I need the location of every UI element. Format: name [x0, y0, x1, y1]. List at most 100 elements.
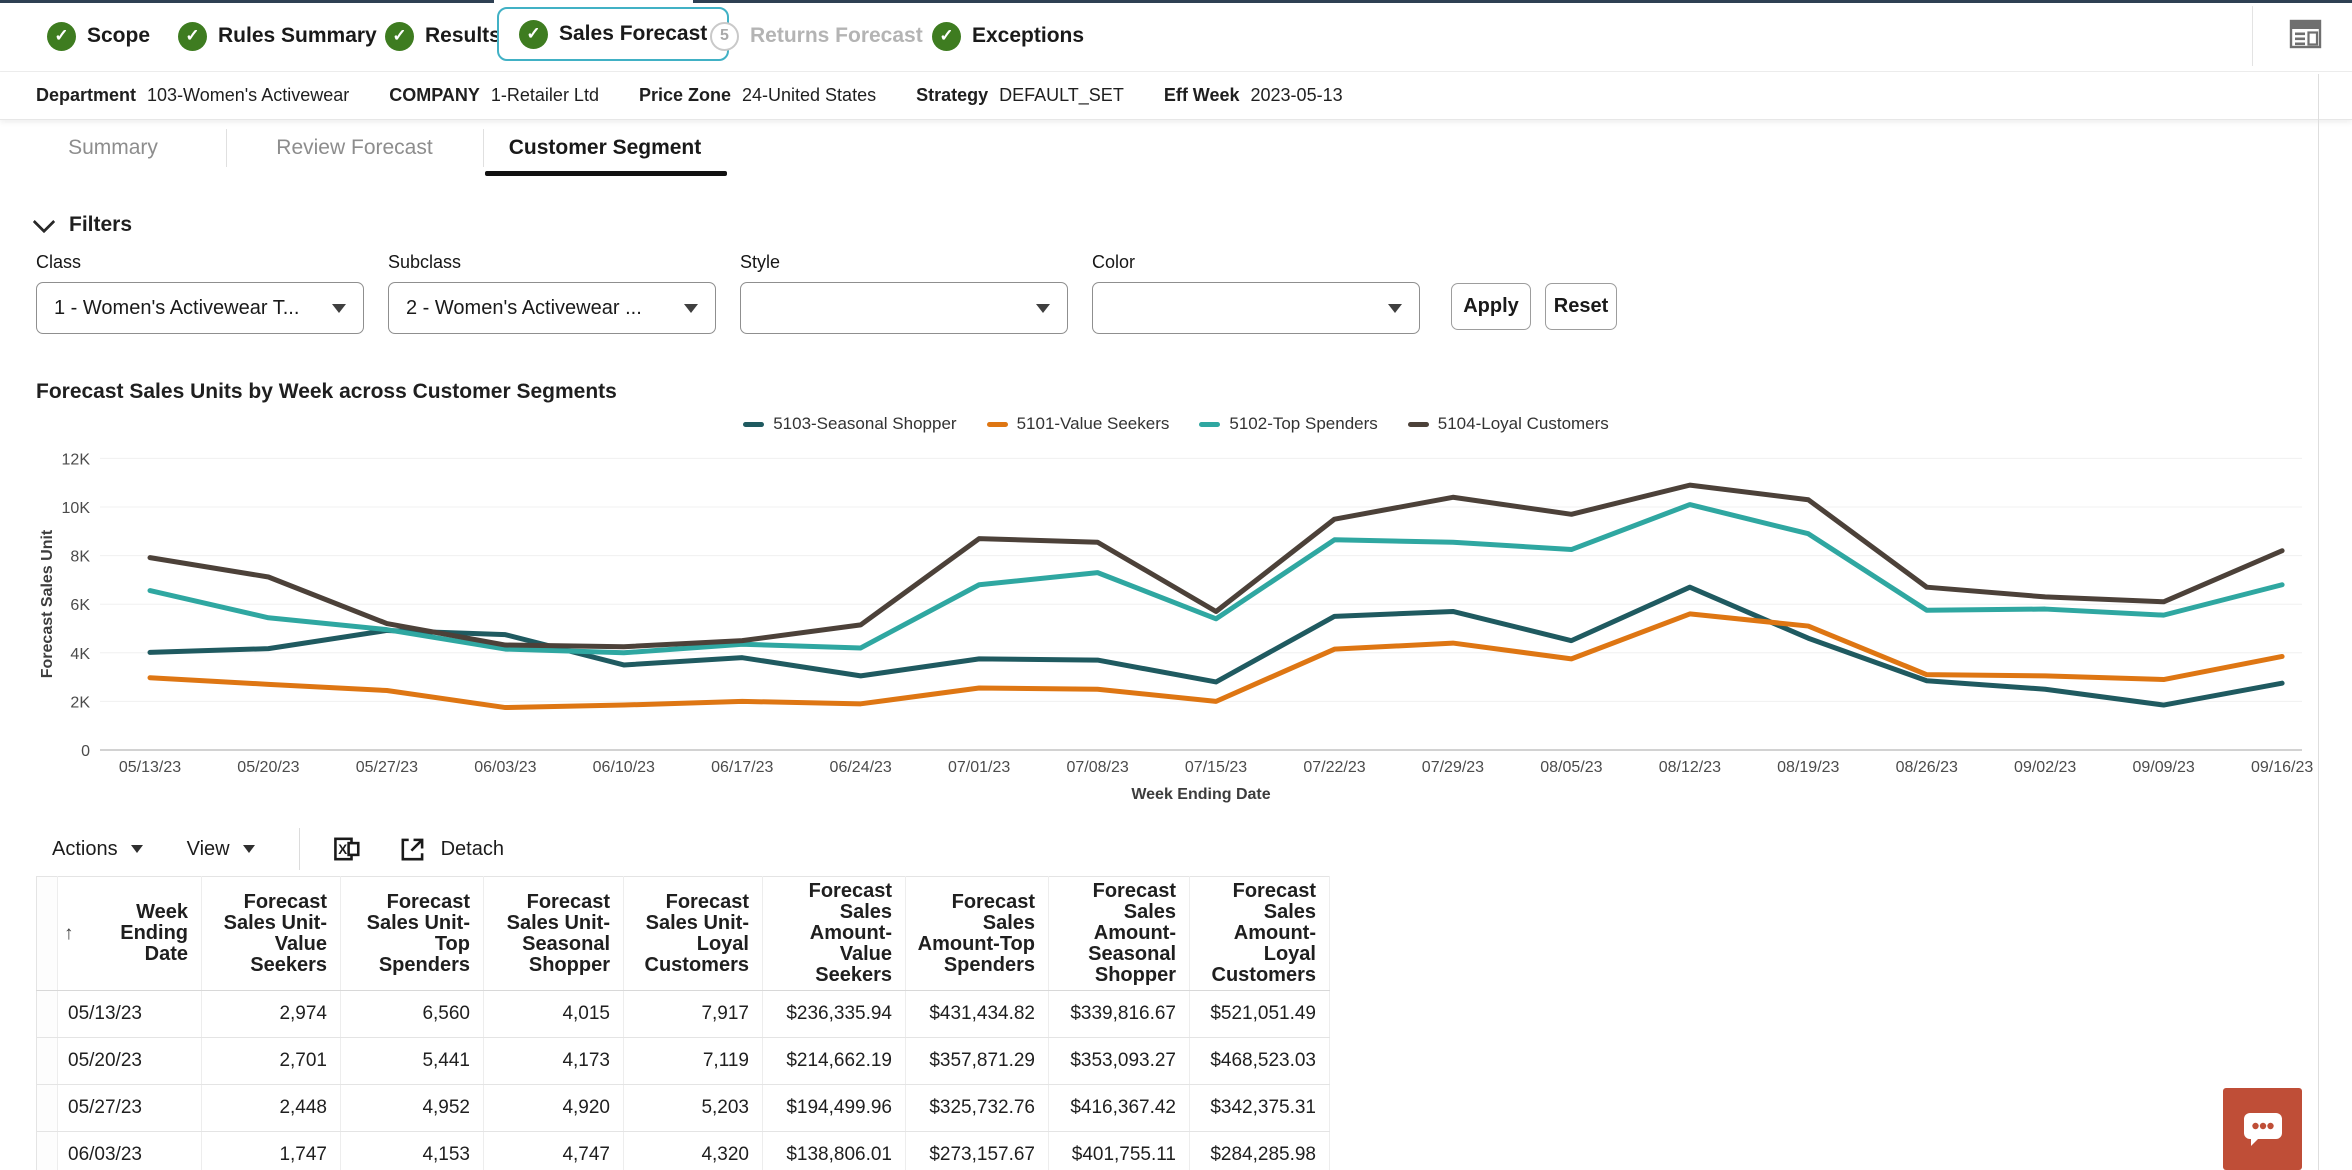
- column-header-forecast-sales-amount-top-spenders[interactable]: Forecast Sales Amount-Top Spenders: [905, 876, 1049, 991]
- check-icon: ✓: [47, 21, 76, 51]
- sort-ascending-icon[interactable]: ↑: [64, 923, 74, 944]
- detach-label: Detach: [440, 837, 504, 860]
- detach-button[interactable]: Detach: [398, 834, 504, 864]
- train-stop-results[interactable]: ✓ Results: [385, 0, 501, 72]
- context-item-company: COMPANY 1-Retailer Ltd: [389, 85, 599, 106]
- train-stop-scope[interactable]: ✓ Scope: [47, 0, 150, 72]
- x-tick-label: 05/27/23: [356, 759, 418, 776]
- legend-item-5103-seasonal-shopper[interactable]: 5103-Seasonal Shopper: [743, 414, 957, 434]
- excel-export-icon: X: [333, 837, 360, 861]
- column-header-forecast-sales-amount-seasonal-shopper[interactable]: Forecast Sales Amount-Seasonal Shopper: [1048, 876, 1190, 991]
- cell-value: 2,448: [201, 1084, 341, 1132]
- train-stop-exceptions[interactable]: ✓ Exceptions: [932, 0, 1084, 72]
- cell-value: $138,806.01: [762, 1131, 906, 1170]
- context-label: COMPANY: [389, 85, 480, 105]
- context-label: Price Zone: [638, 85, 731, 105]
- style-dropdown[interactable]: [740, 282, 1068, 334]
- x-tick-label: 05/13/23: [119, 759, 181, 776]
- column-header-label: Forecast Sales Amount-Top Spenders: [917, 890, 1035, 976]
- table-row[interactable]: 05/20/23 2,701 5,441 4,173 7,119 $214,662.19 $…: [36, 1037, 1330, 1085]
- cell-value: 6,560: [340, 990, 484, 1038]
- legend-marker: [743, 421, 765, 427]
- row-header-cell: [36, 1037, 58, 1085]
- series-line-5103-seasonal-shopper[interactable]: [147, 584, 2285, 708]
- dropdown-value: 1 - Women's Activewear T...: [54, 296, 300, 319]
- train-stop-sales-forecast[interactable]: ✓ Sales Forecast: [497, 7, 730, 61]
- context-item-price-zone: Price Zone 24-United States: [639, 85, 876, 106]
- color-dropdown[interactable]: [1092, 282, 1420, 334]
- table-row[interactable]: 05/27/23 2,448 4,952 4,920 5,203 $194,499.96 $…: [36, 1084, 1330, 1132]
- cell-value: $194,499.96: [762, 1084, 906, 1132]
- column-header-forecast-sales-amount-value-seekers[interactable]: Forecast Sales Amount-Value Seekers: [762, 876, 906, 991]
- subclass-dropdown[interactable]: 2 - Women's Activewear ...: [388, 282, 716, 334]
- step-number-circle: 5: [710, 21, 739, 51]
- active-tab-underline: [485, 171, 727, 176]
- series-line-5102-top-spenders[interactable]: [147, 502, 2285, 656]
- train-stop-rules-summary[interactable]: ✓ Rules Summary: [178, 0, 377, 72]
- cell-value: 2,701: [201, 1037, 341, 1085]
- legend-label: 5101-Value Seekers: [1016, 414, 1170, 433]
- filters-header[interactable]: Filters: [32, 210, 132, 237]
- x-tick-label: 06/10/23: [593, 759, 655, 776]
- cell-value: 1,747: [201, 1131, 341, 1170]
- page-layout-icon-button[interactable]: [2287, 18, 2325, 54]
- x-tick-label: 08/26/23: [1896, 759, 1958, 776]
- filter-field-class: Class 1 - Women's Activewear T...: [36, 252, 364, 334]
- train-stop-returns-forecast[interactable]: 5 Returns Forecast: [710, 0, 923, 72]
- chevron-down-icon: [684, 303, 698, 313]
- column-header-label: Week Ending Date: [120, 901, 188, 965]
- filter-label: Style: [740, 252, 781, 272]
- column-header-label: Forecast Sales Unit-Seasonal Shopper: [506, 890, 610, 976]
- x-tick-label: 09/02/23: [2014, 759, 2076, 776]
- column-header-forecast-sales-unit-top-spenders[interactable]: Forecast Sales Unit-Top Spenders: [340, 876, 484, 991]
- legend-item-5102-top-spenders[interactable]: 5102-Top Spenders: [1199, 414, 1378, 434]
- x-tick-label: 06/03/23: [474, 759, 536, 776]
- column-header-label: Forecast Sales Amount-Value Seekers: [808, 880, 892, 986]
- column-header-week-ending-date[interactable]: ↑ Week Ending Date: [57, 876, 202, 991]
- y-tick-label: 6K: [70, 597, 90, 614]
- table-row[interactable]: 05/13/23 2,974 6,560 4,015 7,917 $236,335.94 $…: [36, 990, 1330, 1038]
- chat-button[interactable]: [2223, 1088, 2302, 1170]
- cell-value: 5,203: [623, 1084, 763, 1132]
- column-header-label: Forecast Sales Unit-Loyal Customers: [644, 890, 749, 976]
- tab-summary[interactable]: Summary: [68, 136, 158, 159]
- column-header-forecast-sales-amount-loyal-customers[interactable]: Forecast Sales Amount-Loyal Customers: [1189, 876, 1330, 991]
- context-label: Department: [36, 85, 137, 105]
- apply-button[interactable]: Apply: [1451, 283, 1531, 330]
- row-header-cell: [36, 1131, 58, 1170]
- week-header-content: ↑ Week Ending Date: [64, 902, 188, 965]
- legend-item-5101-value-seekers[interactable]: 5101-Value Seekers: [986, 414, 1170, 434]
- reset-button[interactable]: Reset: [1545, 283, 1617, 330]
- column-header-forecast-sales-unit-value-seekers[interactable]: Forecast Sales Unit-Value Seekers: [201, 876, 341, 991]
- y-tick-label: 8K: [70, 549, 90, 566]
- x-tick-label: 05/20/23: [237, 759, 299, 776]
- legend-label: 5102-Top Spenders: [1229, 414, 1378, 433]
- cell-value: $284,285.98: [1189, 1131, 1330, 1170]
- column-header-forecast-sales-unit-seasonal-shopper[interactable]: Forecast Sales Unit-Seasonal Shopper: [483, 876, 624, 991]
- header-divider: [2252, 6, 2253, 66]
- chevron-down-icon: [332, 303, 346, 313]
- detach-icon: [401, 838, 423, 861]
- table-row[interactable]: 06/03/23 1,747 4,153 4,747 4,320 $138,806.01 $…: [36, 1131, 1330, 1170]
- train-stop-label: Rules Summary: [218, 24, 377, 47]
- x-tick-label: 08/05/23: [1540, 759, 1602, 776]
- column-header-forecast-sales-unit-loyal-customers[interactable]: Forecast Sales Unit-Loyal Customers: [623, 876, 763, 991]
- view-menu-button[interactable]: View: [187, 838, 255, 861]
- actions-menu-button[interactable]: Actions: [52, 838, 143, 861]
- y-axis-title: Forecast Sales Unit: [39, 529, 56, 678]
- x-tick-label: 07/01/23: [948, 759, 1010, 776]
- export-excel-button[interactable]: X: [332, 834, 362, 864]
- cell-value: $214,662.19: [762, 1037, 906, 1085]
- series-line-5101-value-seekers[interactable]: [147, 611, 2285, 711]
- cell-value: 4,015: [483, 990, 624, 1038]
- tab-customer-segment[interactable]: Customer Segment: [508, 136, 702, 159]
- series-line-5104-loyal-customers[interactable]: [147, 482, 2285, 650]
- cell-value: 4,320: [623, 1131, 763, 1170]
- context-value: DEFAULT_SET: [999, 85, 1124, 105]
- class-dropdown[interactable]: 1 - Women's Activewear T...: [36, 282, 364, 334]
- legend-item-5104-loyal-customers[interactable]: 5104-Loyal Customers: [1407, 414, 1609, 434]
- y-tick-label: 12K: [62, 451, 91, 468]
- tab-review-forecast[interactable]: Review Forecast: [276, 136, 433, 159]
- check-icon: ✓: [932, 21, 961, 51]
